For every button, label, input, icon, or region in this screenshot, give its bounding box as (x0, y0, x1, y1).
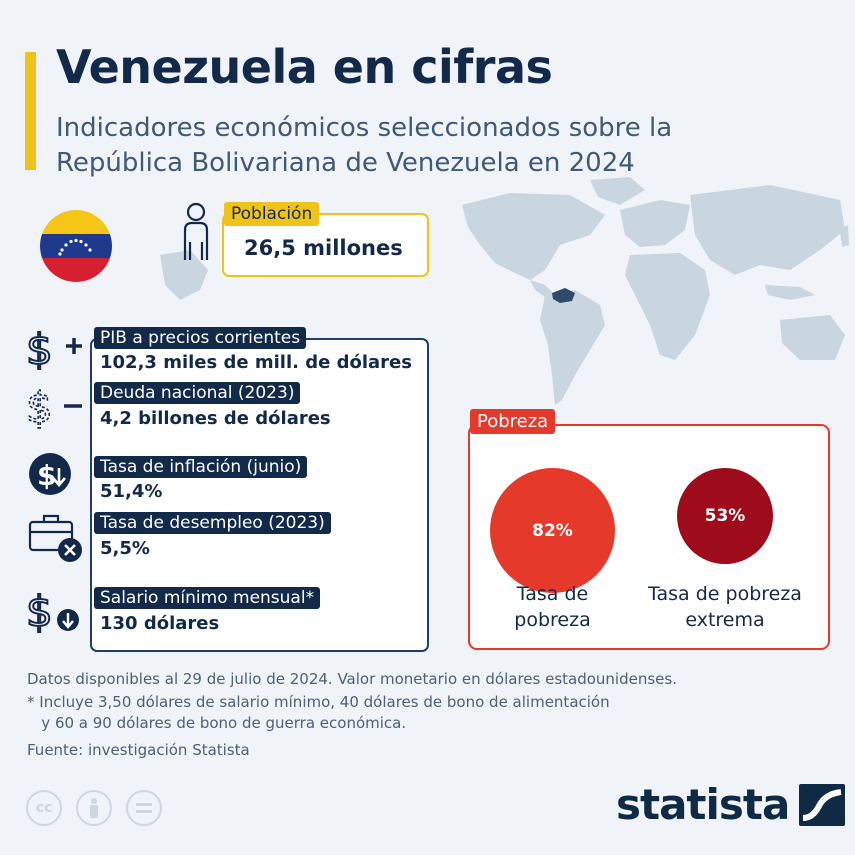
population-value: 26,5 millones (244, 236, 403, 260)
statista-logo[interactable]: statista (616, 780, 846, 829)
poverty-rate-value: 82% (532, 520, 573, 541)
briefcase-x-icon (28, 514, 82, 562)
dollar-down-arrow-icon: $ (26, 586, 79, 636)
indicator-debt-value: 4,2 billones de dólares (100, 408, 331, 429)
creative-commons-icon[interactable]: cc (26, 790, 62, 826)
statista-logo-text: statista (616, 780, 790, 829)
population-box (222, 213, 429, 277)
poverty-label: Pobreza (470, 409, 556, 434)
dollar-minus-icon: $ (26, 384, 82, 430)
note-source: Fuente: investigación Statista (27, 741, 250, 759)
population-label: Población (224, 202, 320, 226)
extreme-poverty-caption-line2: extrema (685, 609, 765, 631)
indicator-unemployment-value: 5,5% (100, 538, 150, 559)
svg-text:$: $ (37, 459, 56, 492)
world-map (160, 177, 849, 405)
poverty-rate-caption: Tasa de pobreza (490, 581, 615, 633)
indicator-minwage-value: 130 dólares (100, 613, 220, 634)
svg-text:$: $ (26, 587, 53, 636)
note-footnote-line2: y 60 a 90 dólares de bono de guerra econ… (27, 714, 407, 732)
poverty-rate-caption-line1: Tasa de (516, 583, 589, 605)
poverty-rate-circle: 82% (490, 468, 615, 593)
person-icon (183, 202, 209, 260)
page-title: Venezuela en cifras (56, 40, 553, 94)
indicator-unemployment-label: Tasa de desempleo (2023) (94, 512, 331, 534)
poverty-rate-caption-line2: pobreza (514, 609, 591, 631)
attribution-icon[interactable] (76, 790, 112, 826)
indicator-debt-label: Deuda nacional (2023) (94, 382, 301, 404)
accent-bar (25, 52, 36, 170)
note-data-availability: Datos disponibles al 29 de julio de 2024… (27, 670, 677, 688)
indicator-inflation-value: 51,4% (100, 481, 163, 502)
indicator-gdp-value: 102,3 miles de mill. de dólares (100, 352, 412, 373)
svg-text:$: $ (26, 326, 53, 370)
note-footnote-line1: * Incluye 3,50 dólares de salario mínimo… (27, 693, 610, 711)
dollar-down-badge-icon: $ (29, 453, 71, 495)
dollar-plus-icon: $ (26, 326, 82, 370)
no-derivatives-icon[interactable] (126, 790, 162, 826)
extreme-poverty-caption: Tasa de pobreza extrema (630, 581, 820, 633)
indicator-inflation-label: Tasa de inflación (junio) (94, 456, 308, 478)
svg-text:$: $ (26, 384, 53, 430)
indicator-minwage-label: Salario mínimo mensual* (94, 587, 321, 609)
venezuela-flag-icon (40, 210, 112, 282)
statista-mark-icon (799, 783, 846, 826)
extreme-poverty-value: 53% (704, 506, 746, 526)
extreme-poverty-caption-line1: Tasa de pobreza (648, 583, 802, 605)
page-subtitle: Indicadores económicos seleccionados sob… (56, 113, 673, 178)
extreme-poverty-circle: 53% (677, 468, 773, 564)
indicator-gdp-label: PIB a precios corrientes (94, 327, 307, 349)
license-icons: cc (26, 790, 162, 826)
